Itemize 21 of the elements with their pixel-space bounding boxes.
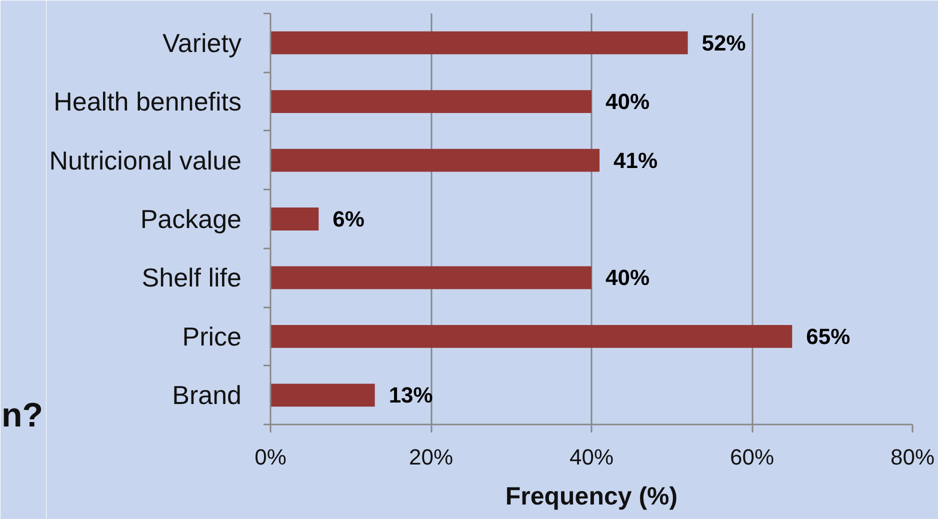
data-label: 13% xyxy=(388,382,433,408)
x-tick-label: 40% xyxy=(569,444,614,470)
y-tick-label: Package xyxy=(140,204,242,234)
y-tick-label: Shelf life xyxy=(142,262,242,293)
data-label: 40% xyxy=(606,89,650,114)
x-tick-label: 0% xyxy=(254,444,286,470)
x-axis-title: Frequency (%) xyxy=(505,482,678,510)
data-label: 52% xyxy=(702,30,746,56)
y-tick-label: Health bennefits xyxy=(54,86,242,117)
data-label: 41% xyxy=(614,148,658,173)
y-tick-label: Variety xyxy=(162,28,242,58)
x-tick-label: 60% xyxy=(730,444,774,470)
y-tick-label: Brand xyxy=(172,380,242,410)
x-tick-label: 80% xyxy=(890,444,935,470)
y-tick-label: Price xyxy=(182,321,242,352)
x-tick-label: 20% xyxy=(408,444,454,470)
data-label: 65% xyxy=(806,324,850,349)
text: n? xyxy=(2,396,44,434)
data-label: 40% xyxy=(606,265,650,290)
y-tick-label: Nutricional value xyxy=(49,145,242,176)
data-label: 6% xyxy=(332,206,364,232)
